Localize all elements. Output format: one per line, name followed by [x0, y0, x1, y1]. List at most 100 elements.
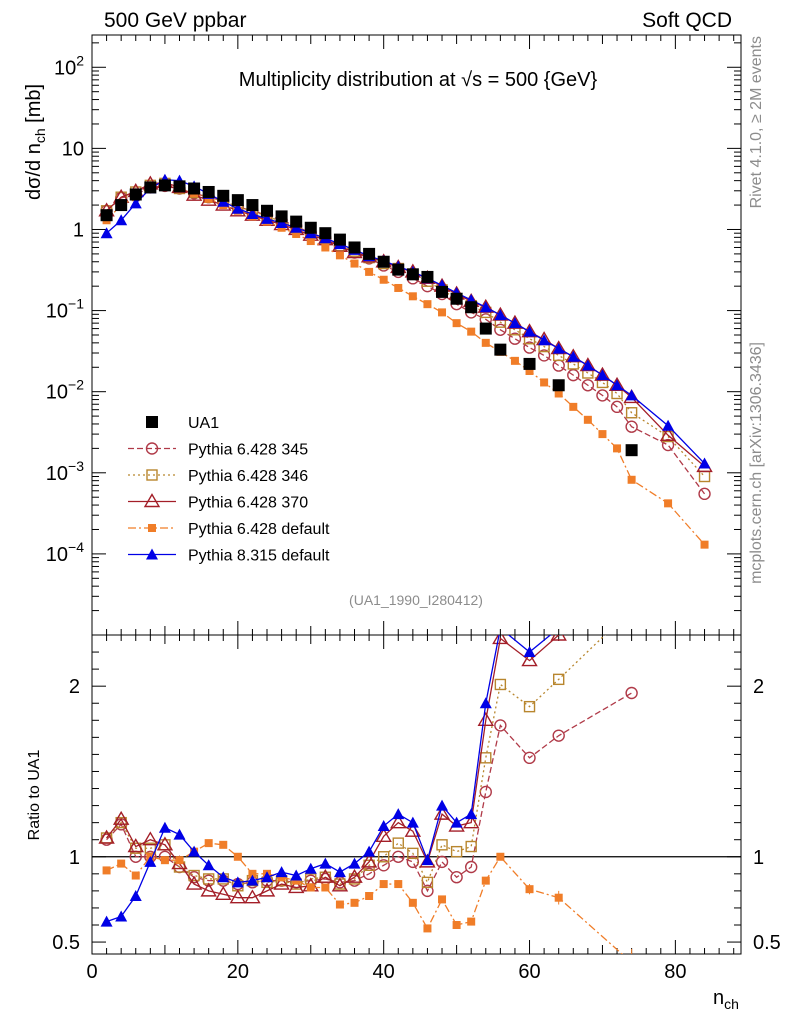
ratio-point-p8def [304, 862, 317, 874]
ratio-point-p346 [377, 851, 390, 863]
legend-marker-p8def [146, 548, 158, 560]
ratio-point-p8def [421, 854, 434, 866]
point-ua1 [479, 322, 492, 335]
mcplots-reference-label: mcplots.cern.ch [arXiv:1306.3436] [748, 342, 765, 584]
y-tick-label: 10−4 [46, 539, 84, 566]
point-ua1 [304, 221, 317, 234]
y-tick-label: 10 [62, 138, 84, 160]
point-p8def [552, 342, 565, 354]
ratio-point-p346 [523, 700, 536, 713]
y-tick-label: 1 [73, 219, 84, 241]
point-ua1 [333, 233, 346, 246]
point-ua1 [129, 188, 142, 201]
point-ua1 [319, 227, 332, 240]
point-ua1 [363, 247, 376, 260]
legend-marker-p6def [148, 524, 156, 532]
legend: UA1 Pythia 6.428 345 Pythia 6.428 346 Pythi… [128, 415, 330, 565]
ratio-point-p8def [436, 799, 449, 811]
ratio-point-p8def [319, 857, 332, 869]
point-p345 [494, 323, 507, 336]
ratio-series-p370 [98, 635, 567, 904]
legend-label-p6def: Pythia 6.428 default [188, 521, 330, 538]
point-p345 [698, 487, 711, 501]
ratio-point-p345 [464, 860, 478, 874]
point-p6def [467, 327, 476, 336]
ratio-point-p8def [392, 808, 405, 820]
ratio-point-p345 [494, 719, 507, 732]
point-p345 [508, 332, 522, 345]
ratio-point-p6def [117, 859, 126, 868]
x-tick-label: 80 [664, 961, 686, 983]
y-tick-base: 10 [46, 463, 68, 485]
ratio-series-p6def [102, 839, 633, 954]
ratio-point-p8def [363, 845, 376, 857]
series-line-p6def [106, 182, 706, 546]
point-p345 [581, 379, 595, 392]
point-p6def [321, 243, 330, 252]
ratio-point-p6def [248, 869, 257, 878]
ratio-point-p8def [406, 816, 419, 828]
ratio-point-p345 [406, 855, 420, 869]
point-p345 [661, 438, 675, 452]
ratio-point-p6def [408, 898, 417, 907]
point-p8def [538, 334, 551, 346]
y-tick-base: 10 [46, 301, 68, 323]
ratio-point-p6def [175, 856, 184, 865]
ratio-point-p6def [438, 895, 447, 904]
y-tick-exponent: −1 [68, 296, 84, 312]
legend-item-p370: Pythia 6.428 370 [128, 493, 308, 512]
y-tick-label: 10−2 [46, 377, 84, 404]
point-p8def [479, 301, 492, 313]
point-p6def [613, 444, 622, 453]
legend-label-ua1: UA1 [188, 415, 219, 432]
ratio-point-p6def [277, 873, 286, 882]
point-ua1 [158, 179, 171, 192]
x-axis-label-main: n [713, 987, 724, 1009]
legend-label-p8def: Pythia 8.315 default [188, 548, 330, 565]
ratio-point-p346 [450, 845, 463, 858]
ratio-point-p6def [452, 921, 461, 929]
y-tick-base: 10 [46, 544, 68, 566]
ratio-point-p6def [335, 900, 344, 909]
ratio-y-tick-label-right: 1 [753, 847, 764, 869]
point-p8def [508, 317, 521, 329]
point-ua1 [173, 180, 186, 193]
ratio-point-p370 [433, 805, 451, 820]
point-p345 [625, 420, 638, 433]
point-p6def [583, 415, 592, 424]
legend-item-p6def: Pythia 6.428 default [128, 521, 330, 538]
ratio-point-p6def [496, 852, 505, 861]
legend-item-p346: Pythia 6.428 346 [128, 468, 308, 485]
point-ua1 [348, 241, 361, 254]
ratio-point-p8def [246, 874, 259, 886]
point-ua1 [275, 210, 288, 223]
ratio-point-p6def [219, 840, 228, 849]
point-p6def [569, 402, 578, 411]
ratio-point-p345 [552, 729, 565, 742]
legend-label-p370: Pythia 6.428 370 [188, 495, 308, 512]
ratio-plot-frame [91, 634, 742, 955]
legend-label-p345: Pythia 6.428 345 [188, 442, 308, 459]
legend-marker-p345 [145, 442, 159, 455]
point-p8def [581, 359, 594, 371]
x-tick-label: 0 [86, 961, 97, 983]
ratio-point-p370 [550, 635, 567, 641]
ratio-point-p6def [233, 852, 242, 861]
ratio-point-p346 [407, 847, 419, 860]
series-p346 [100, 177, 711, 483]
point-ua1 [188, 182, 201, 195]
point-ua1 [465, 301, 478, 314]
ratio-point-p6def [102, 866, 111, 875]
y-tick-label: 102 [54, 52, 84, 79]
ratio-line-p8def [106, 635, 552, 923]
y-tick-label: 10−1 [46, 296, 84, 323]
y-tick-base: 10 [54, 57, 76, 79]
ratio-point-p6def [467, 917, 476, 926]
ratio-series-p8def [100, 635, 552, 927]
ratio-point-p370 [244, 889, 261, 904]
point-p6def [700, 540, 709, 549]
ratio-point-p6def [350, 898, 359, 907]
y-tick-exponent: −2 [68, 377, 84, 393]
ratio-point-p370 [229, 889, 247, 904]
y-tick-exponent: −3 [68, 458, 84, 474]
